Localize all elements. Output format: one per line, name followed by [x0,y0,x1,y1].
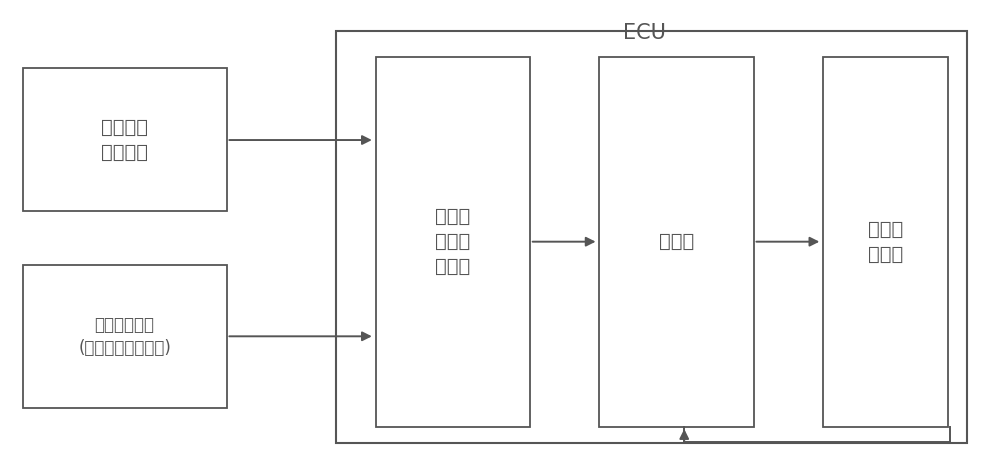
Bar [23,68,227,211]
Text: ECU: ECU [623,23,666,43]
Bar [599,57,754,427]
Text: 计算期
望节气
门角度: 计算期 望节气 门角度 [435,207,470,276]
Text: 控制器: 控制器 [659,232,694,251]
Bar [823,57,948,427]
Bar [336,31,967,443]
Bar [376,57,530,427]
Bar [23,265,227,408]
Text: 加速踏板
位置信息: 加速踏板 位置信息 [101,118,148,162]
Text: 电子节
气门体: 电子节 气门体 [868,219,903,264]
Text: 其它相关信息
(空调、扭矩信号等): 其它相关信息 (空调、扭矩信号等) [78,316,171,357]
